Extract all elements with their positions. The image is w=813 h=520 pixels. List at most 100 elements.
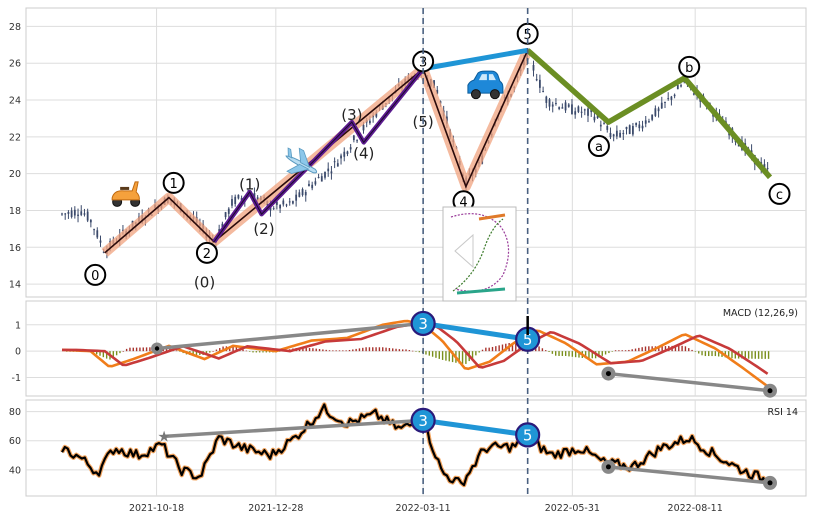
- x-axis: 2021-10-18 2021-12-28 2022-03-11 2022-05-31…: [129, 503, 723, 514]
- price-candle-body: [580, 111, 583, 113]
- macd-histogram-bar: [129, 347, 131, 352]
- price-candle-body: [272, 208, 275, 210]
- macd-late-divergence-line: [608, 371, 771, 393]
- price-candle-body: [660, 102, 663, 109]
- macd-histogram-bar: [418, 351, 421, 353]
- airplane-icon: [285, 147, 318, 175]
- price-candle-body: [89, 219, 92, 223]
- macd-histogram-bar: [744, 351, 746, 359]
- macd-histogram-bar: [215, 349, 218, 352]
- macd-histogram-bar: [674, 345, 677, 352]
- price-y-tick-label: 22: [9, 132, 21, 143]
- rsi-y-tick-label: 40: [9, 465, 21, 476]
- macd-histogram-bar: [571, 351, 574, 357]
- price-candle-body: [548, 99, 551, 107]
- rsi-wave-marker-label: 5: [523, 426, 533, 444]
- price-candle-body: [221, 223, 224, 228]
- price-candle-body: [632, 125, 634, 135]
- macd-histogram-bar: [554, 351, 557, 356]
- airplane-wing-icon: [298, 147, 311, 169]
- price-candle-body: [644, 120, 647, 124]
- macd-histogram-bar: [448, 351, 450, 362]
- macd-histogram-bar: [362, 347, 364, 352]
- macd-histogram-bar: [754, 351, 756, 359]
- price-candle-body: [651, 114, 654, 120]
- macd-histogram-bar: [335, 350, 337, 352]
- price-candle-body: [330, 171, 333, 174]
- macd-histogram-bar: [471, 351, 474, 359]
- price-candle-body: [551, 104, 554, 107]
- inset-bar-icon: [456, 287, 506, 295]
- wave-label-5: 5: [524, 28, 532, 43]
- wave-label-c: c: [776, 188, 783, 203]
- wave-label-(4): (4): [353, 144, 374, 162]
- macd-histogram-bar: [352, 349, 354, 352]
- macd-histogram-bar: [375, 347, 377, 352]
- macd-histogram-bar: [551, 351, 554, 354]
- macd-histogram-bar: [548, 351, 550, 352]
- price-candle-body: [282, 200, 285, 205]
- price-candle-body: [664, 101, 666, 103]
- macd-histogram-bar: [212, 351, 214, 352]
- macd-histogram-bar: [312, 348, 314, 352]
- price-candle-body: [606, 126, 609, 130]
- macd-divergence-marker-dot: [154, 346, 160, 351]
- macd-histogram-bar: [122, 351, 124, 352]
- car-wheel-icon: [470, 89, 481, 100]
- macd-histogram-bar: [638, 347, 640, 352]
- macd-histogram-bar: [95, 351, 98, 355]
- macd-histogram-bar: [624, 350, 627, 352]
- price-candle-body: [224, 212, 227, 218]
- macd-histogram-bar: [628, 349, 630, 352]
- macd-histogram-bar: [388, 348, 391, 352]
- price-candle-body: [542, 91, 545, 93]
- price-candle-body: [593, 116, 596, 121]
- macd-histogram-bar: [325, 349, 327, 352]
- airplane-fuselage-icon: [285, 155, 318, 174]
- macd-histogram-bar: [731, 351, 733, 359]
- price-candle-body: [590, 109, 593, 113]
- macd-histogram-bar: [372, 347, 374, 352]
- macd-histogram-bar: [302, 348, 304, 352]
- macd-histogram-bar: [255, 351, 258, 353]
- price-candle-body: [279, 204, 282, 209]
- macd-histogram-bar: [475, 351, 477, 356]
- price-panel: 1416182022242628012345abc(0)(1)(2)(3)(4)…: [9, 7, 807, 298]
- macd-histogram-bar: [392, 348, 394, 352]
- macd-histogram-bar: [411, 350, 414, 352]
- macd-histogram-bar: [545, 350, 547, 352]
- macd-histogram-bar: [757, 351, 760, 359]
- macd-histogram-bar: [608, 351, 610, 354]
- car-icon: [467, 70, 504, 100]
- macd-histogram-bar: [112, 351, 115, 358]
- macd-histogram-bar: [348, 349, 351, 352]
- macd-histogram-bar: [717, 351, 720, 357]
- price-candle-body: [436, 89, 439, 94]
- price-candle-body: [673, 94, 676, 97]
- price-candle-body: [555, 103, 557, 105]
- wave-label-2: 2: [203, 247, 211, 262]
- macd-histogram-bar: [368, 347, 371, 352]
- macd-histogram-bar: [135, 347, 138, 352]
- macd-histogram-bar: [588, 351, 590, 359]
- macd-histogram-bar: [751, 351, 753, 359]
- price-candle-body: [599, 124, 602, 127]
- wave-label-0: 0: [91, 269, 99, 284]
- macd-histogram-bar: [232, 346, 234, 352]
- macd-histogram-bar: [684, 346, 687, 352]
- macd-histogram-bar: [711, 351, 713, 357]
- price-candle-body: [535, 79, 538, 81]
- macd-histogram-bar: [382, 347, 384, 352]
- wave-label-circle: [84, 263, 107, 286]
- price-y-tick-label: 14: [9, 280, 21, 291]
- rsi-wave-divergence-line: [422, 417, 529, 438]
- macd-histogram-bar: [481, 349, 484, 352]
- macd-histogram-bar: [708, 351, 710, 357]
- abc-correction-line: [525, 48, 773, 180]
- macd-histogram-bar: [491, 346, 494, 352]
- macd-histogram-bar: [694, 351, 697, 352]
- macd-histogram-bar: [698, 351, 700, 354]
- macd-histogram-bar: [428, 351, 431, 356]
- macd-divergence-line: [156, 321, 424, 351]
- macd-histogram-bar: [568, 351, 570, 357]
